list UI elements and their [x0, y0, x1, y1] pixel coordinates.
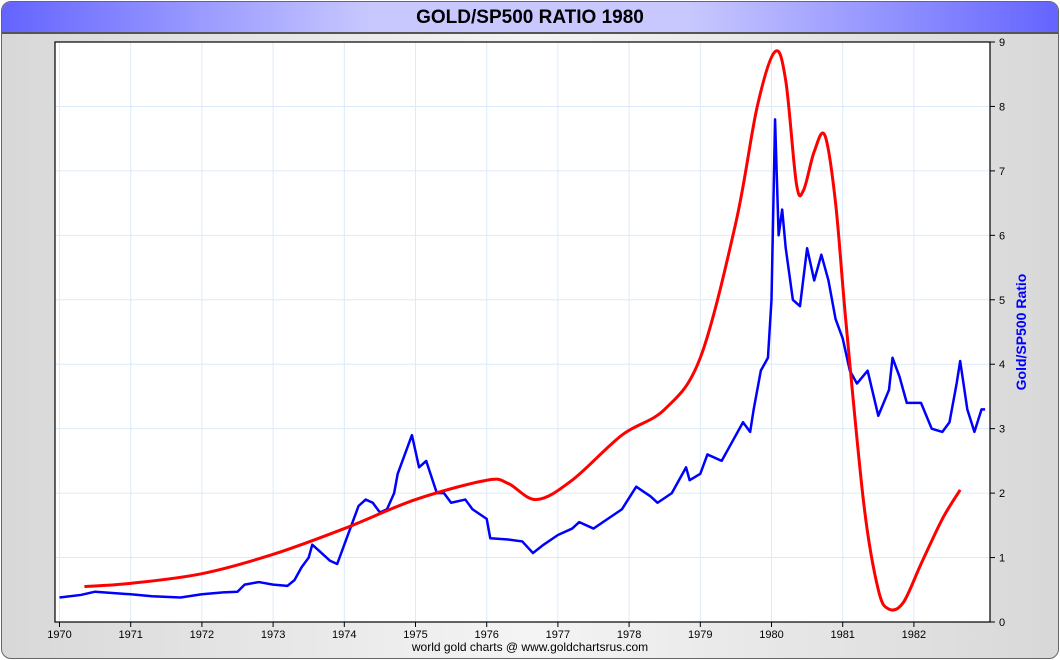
gridlines	[55, 42, 990, 622]
x-tick-label: 1976	[474, 629, 498, 641]
y-axis: 0 1 2 3 4 5 6 7 8 9	[990, 37, 1005, 629]
x-tick-label: 1979	[688, 629, 712, 641]
x-tick-label: 1970	[47, 629, 71, 641]
x-tick-label: 1975	[403, 629, 427, 641]
y-tick-label: 3	[999, 424, 1005, 436]
y-tick-label: 0	[999, 617, 1005, 629]
x-tick-label: 1982	[902, 629, 926, 641]
y-axis-label: Gold/SP500 Ratio	[1013, 274, 1029, 391]
x-tick-label: 1973	[261, 629, 285, 641]
chart-title: GOLD/SP500 RATIO 1980	[2, 2, 1058, 34]
plot-area	[55, 42, 990, 622]
series-lines	[59, 49, 986, 612]
y-tick-label: 6	[999, 230, 1005, 242]
x-tick-label: 1980	[759, 629, 783, 641]
x-tick-label: 1974	[332, 629, 356, 641]
y-tick-label: 5	[999, 295, 1005, 307]
ratio-series-line	[59, 118, 986, 599]
y-tick-label: 1	[999, 553, 1005, 565]
x-tick-label: 1981	[830, 629, 854, 641]
trend-curve-line	[84, 49, 962, 612]
y-tick-label: 2	[999, 488, 1005, 500]
plot-border	[54, 41, 991, 623]
x-tick-label: 1978	[617, 629, 641, 641]
x-axis: 1970 1971 1972 1973 1974 1975 1976 1977 1978 1979…	[47, 622, 926, 641]
x-tick-label: 1972	[190, 629, 214, 641]
y-tick-label: 7	[999, 166, 1005, 178]
x-tick-label: 1971	[118, 629, 142, 641]
y-tick-label: 9	[999, 37, 1005, 49]
chart-footer: world gold charts @ www.goldchartsrus.co…	[411, 640, 649, 654]
x-tick-label: 1977	[546, 629, 570, 641]
y-tick-label: 4	[999, 359, 1005, 371]
y-tick-label: 8	[999, 101, 1005, 113]
